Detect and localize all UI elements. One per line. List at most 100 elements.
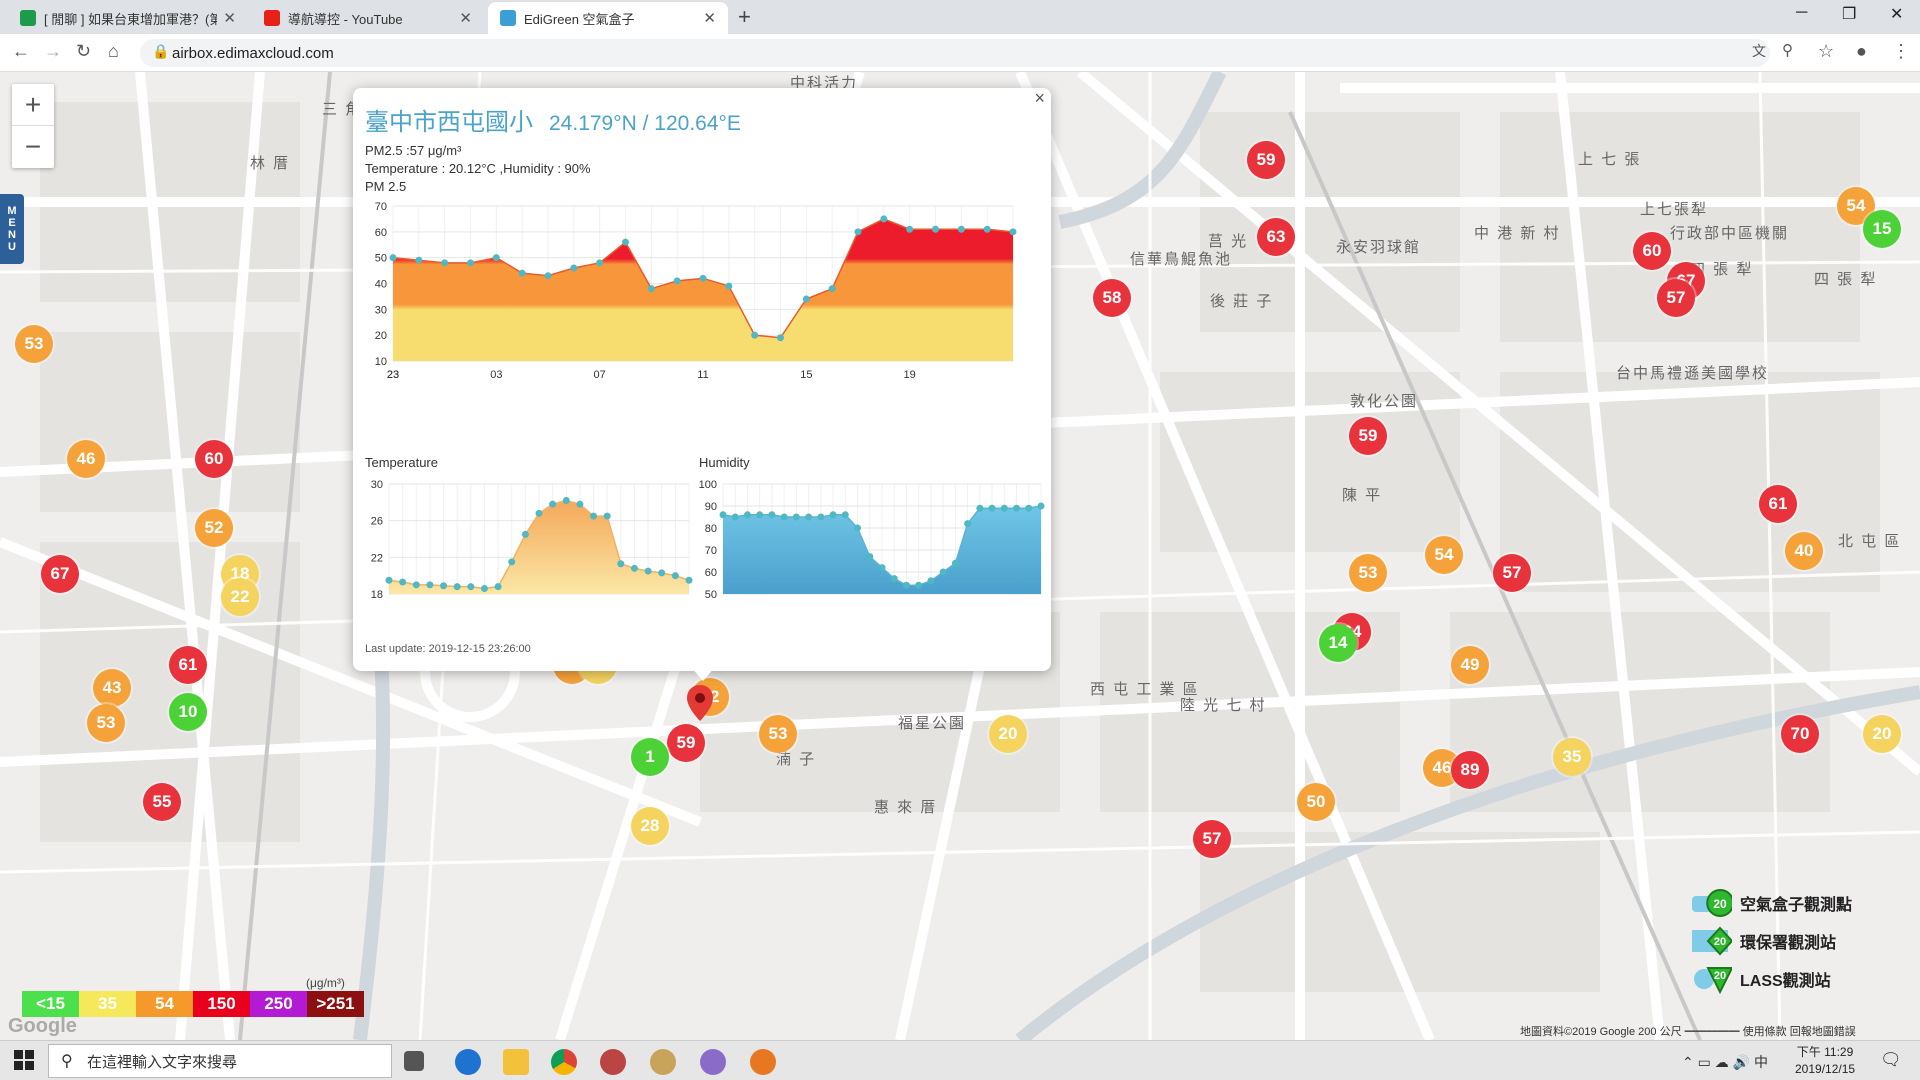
sensor-marker[interactable]: 10 (169, 693, 207, 731)
data-point (426, 581, 434, 589)
tray-icons[interactable]: ⌃ ▭ ☁ 🔊 中 (1682, 1054, 1768, 1070)
station-info-popup: × 臺中市西屯國小 24.179°N / 120.64°E PM2.5 :57 μ… (353, 88, 1051, 671)
sensor-marker[interactable]: 53 (1349, 554, 1387, 592)
chrome-icon[interactable] (551, 1049, 577, 1075)
sensor-marker[interactable]: 59 (1349, 417, 1387, 455)
app-icon[interactable] (650, 1049, 676, 1075)
windows-start-icon[interactable] (14, 1050, 34, 1070)
browser-menu-icon[interactable]: ⋮ (1892, 41, 1910, 61)
data-point (389, 254, 397, 262)
taskbar-search-input[interactable]: ⚲ 在這裡輸入文字來搜尋 (48, 1044, 392, 1078)
ime-indicator[interactable]: 中 (1753, 1054, 1768, 1070)
popup-close-icon[interactable]: × (1034, 88, 1045, 108)
file-explorer-icon[interactable] (503, 1049, 529, 1075)
airbox-icon: 20 (1690, 888, 1735, 918)
window-close-icon[interactable]: ✕ (1890, 6, 1904, 23)
sensor-marker[interactable]: 55 (143, 783, 181, 821)
humidity-chart: 50 60 70 80 90 100 (699, 479, 1045, 601)
sensor-marker[interactable]: 57 (1193, 820, 1231, 858)
close-icon[interactable]: ✕ (223, 10, 236, 27)
reload-icon[interactable]: ↻ (76, 41, 92, 61)
data-point (1000, 504, 1008, 512)
sensor-marker[interactable]: 14 (1319, 624, 1357, 662)
sensor-marker[interactable]: 53 (759, 715, 797, 753)
sensor-marker[interactable]: 61 (169, 646, 207, 684)
data-point (596, 259, 604, 267)
browser-toolbar: ← → ↻ ⌂ 🔒 airbox.edimaxcloud.com 文 ⚲ ☆ ●… (0, 34, 1920, 72)
sensor-marker[interactable]: 43 (93, 669, 131, 707)
sensor-marker[interactable]: 28 (631, 807, 669, 845)
restore-icon[interactable]: ❐ (1842, 6, 1857, 23)
data-point (902, 581, 910, 589)
station-type-airbox[interactable]: 20 空氣盒子觀測點 (1690, 888, 1852, 918)
back-icon[interactable]: ← (12, 41, 30, 61)
forward-icon[interactable]: → (44, 41, 62, 61)
sensor-marker[interactable]: 49 (1451, 646, 1489, 684)
menu-tab-button[interactable]: M E N U (0, 194, 24, 264)
edge-icon[interactable] (455, 1049, 481, 1075)
tab-forum[interactable]: [ 閒聊 ] 如果台東增加軍港？(第8 ✕ (8, 2, 248, 34)
data-point (441, 259, 449, 267)
station-type-epa[interactable]: 20 環保署觀測站 (1690, 926, 1836, 956)
map-pin-icon[interactable] (686, 684, 714, 722)
sensor-marker[interactable]: 57 (1493, 554, 1531, 592)
data-point (453, 583, 461, 591)
station-type-lass[interactable]: 20 LASS觀測站 (1690, 964, 1831, 995)
task-view-icon[interactable] (404, 1051, 424, 1071)
sensor-marker[interactable]: 70 (1781, 715, 1819, 753)
system-clock[interactable]: 下午 11:29 2019/12/15 (1795, 1044, 1855, 1078)
close-icon[interactable]: ✕ (703, 10, 716, 27)
sensor-marker[interactable]: 53 (15, 325, 53, 363)
app-icon[interactable] (600, 1049, 626, 1075)
sensor-marker[interactable]: 52 (195, 509, 233, 547)
sensor-marker[interactable]: 60 (1633, 232, 1671, 270)
app-icon[interactable] (700, 1049, 726, 1075)
y-tick-label: 90 (705, 501, 717, 513)
home-icon[interactable]: ⌂ (108, 41, 119, 61)
data-point (906, 225, 914, 233)
sensor-marker[interactable]: 1 (631, 738, 669, 776)
address-bar[interactable]: 🔒 airbox.edimaxcloud.com (140, 39, 1770, 67)
sensor-marker[interactable]: 20 (1863, 715, 1901, 753)
sensor-marker[interactable]: 53 (87, 704, 125, 742)
sensor-marker[interactable]: 63 (1257, 218, 1295, 256)
profile-icon[interactable]: ● (1856, 41, 1867, 61)
data-point (630, 564, 638, 572)
translate-icon[interactable]: 文 (1752, 43, 1766, 59)
data-point (756, 511, 764, 519)
tab-youtube[interactable]: 導航導控 - YouTube ✕ (252, 2, 484, 34)
url-text: airbox.edimaxcloud.com (172, 44, 334, 62)
data-point (927, 577, 935, 585)
popup-pointer (691, 667, 715, 681)
data-point (915, 581, 923, 589)
sensor-marker[interactable]: 22 (221, 578, 259, 616)
sensor-marker[interactable]: 58 (1093, 279, 1131, 317)
sensor-marker[interactable]: 35 (1553, 738, 1591, 776)
notifications-icon[interactable]: 🗨 (1880, 1050, 1902, 1069)
zoom-icon[interactable]: ⚲ (1782, 42, 1793, 59)
sensor-marker[interactable]: 59 (667, 724, 705, 762)
tab-edigreen[interactable]: EdiGreen 空氣盒子 ✕ (488, 2, 728, 34)
new-tab-icon[interactable]: + (738, 4, 751, 29)
sensor-marker[interactable]: 54 (1425, 536, 1463, 574)
map-canvas[interactable]: 三 角林 厝中科活力上 七 張上七張犁 行政部中區機關中 港 新 村四 張 犁四 … (0, 72, 1920, 1040)
sensor-marker[interactable]: 67 (41, 555, 79, 593)
sensor-marker[interactable]: 46 (67, 440, 105, 478)
sensor-marker[interactable]: 40 (1785, 532, 1823, 570)
sensor-marker[interactable]: 50 (1297, 783, 1335, 821)
minimize-icon[interactable]: ─ (1796, 4, 1808, 21)
zoom-out-button[interactable]: − (24, 131, 42, 162)
sensor-marker[interactable]: 20 (989, 715, 1027, 753)
sensor-marker[interactable]: 89 (1451, 751, 1489, 789)
sensor-marker[interactable]: 61 (1759, 485, 1797, 523)
sensor-marker[interactable]: 57 (1657, 279, 1695, 317)
sensor-marker[interactable]: 59 (1247, 141, 1285, 179)
data-point (521, 530, 529, 538)
data-point (988, 504, 996, 512)
sensor-marker[interactable]: 15 (1863, 210, 1901, 248)
blender-icon[interactable] (750, 1049, 776, 1075)
close-icon[interactable]: ✕ (459, 10, 472, 27)
zoom-in-button[interactable]: + (12, 84, 54, 126)
sensor-marker[interactable]: 60 (195, 440, 233, 478)
bookmark-star-icon[interactable]: ☆ (1818, 41, 1835, 61)
